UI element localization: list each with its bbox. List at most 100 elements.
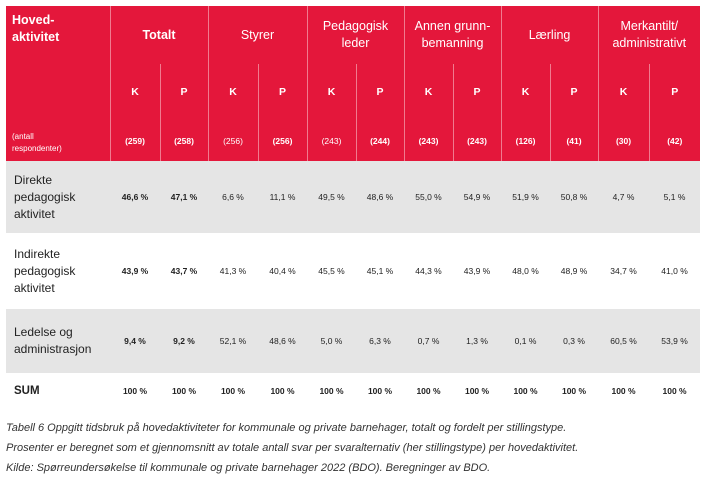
group-label: Merkantilt/ [620, 19, 679, 33]
table-row-sum: SUM 100 % 100 % 100 % 100 % 100 % 100 % … [6, 373, 701, 409]
table-cell: 34,7 % [598, 233, 650, 309]
table-cell: 46,6 % [110, 161, 160, 233]
group-header-pedagogisk-leder: Pedagogisk leder [306, 6, 405, 64]
row-label-line: pedagogisk [14, 189, 76, 204]
table-cell: 51,9 % [501, 161, 551, 233]
table-row: Direkte pedagogisk aktivitet 46,6 % 47,1… [6, 161, 701, 233]
respondent-count: (244) [355, 120, 405, 161]
table-cell: 100 % [404, 373, 454, 409]
row-label: Indirekte pedagogisk aktivitet [6, 233, 110, 309]
respondent-count: (243) [306, 120, 356, 161]
row-label-line: administrasjon [14, 342, 92, 356]
p-label: P [257, 64, 307, 120]
respondent-count: (258) [159, 120, 208, 161]
table-cell: 50,8 % [550, 161, 599, 233]
row-label: Direkte pedagogisk aktivitet [6, 161, 110, 233]
table-row: Ledelse og administrasjon 9,4 % 9,2 % 52… [6, 309, 701, 373]
group-header-laerling: Lærling [500, 6, 599, 64]
respondent-count: (243) [452, 120, 502, 161]
row-label-line: Ledelse og [14, 325, 73, 339]
table-cell: 1,3 % [453, 309, 502, 373]
table-cell: 9,4 % [110, 309, 160, 373]
respondents-label-line1: (antall [12, 132, 34, 141]
row-label-line: Direkte [14, 172, 53, 187]
table-cell: 0,7 % [404, 309, 454, 373]
table-cell: 100 % [598, 373, 650, 409]
respondent-count: (41) [549, 120, 599, 161]
table-cell: 5,0 % [307, 309, 356, 373]
respondent-count: (30) [597, 120, 650, 161]
table-cell: 100 % [258, 373, 307, 409]
row-header-label-line1: Hoved- [12, 13, 55, 27]
table-cell: 100 % [649, 373, 701, 409]
row-label: Ledelse og administrasjon [6, 309, 110, 373]
table-cell: 9,2 % [160, 309, 208, 373]
k-label: K [207, 64, 258, 120]
group-label: Pedagogisk [322, 19, 389, 33]
group-label-line2: administrativt [612, 36, 687, 50]
table-cell: 40,4 % [258, 233, 307, 309]
table-cell: 11,1 % [258, 161, 307, 233]
group-header-styrer: Styrer [207, 6, 307, 64]
group-label: Styrer [240, 27, 275, 42]
group-label: Annen grunn- [414, 19, 491, 33]
respondent-count: (42) [648, 120, 701, 161]
row-label-line: Indirekte [14, 246, 61, 261]
table-cell: 43,9 % [110, 233, 160, 309]
row-header-label: Hoved- aktivitet [6, 6, 110, 64]
table-row: Indirekte pedagogisk aktivitet 43,9 % 43… [6, 233, 701, 309]
table-cell: 6,6 % [208, 161, 258, 233]
table-cell: 100 % [110, 373, 160, 409]
table-cell: 4,7 % [598, 161, 650, 233]
table-cell: 5,1 % [649, 161, 701, 233]
time-use-table: Hoved- aktivitet Totalt Styrer Pedagogis… [6, 6, 701, 409]
table-cell: 100 % [453, 373, 502, 409]
table-cell: 48,0 % [501, 233, 551, 309]
row-label: SUM [6, 373, 110, 409]
table-cell: 100 % [501, 373, 551, 409]
k-label: K [597, 64, 650, 120]
k-label: K [306, 64, 356, 120]
table-cell: 43,9 % [453, 233, 502, 309]
table-cell: 48,9 % [550, 233, 599, 309]
p-label: P [549, 64, 599, 120]
row-header-label-line2: aktivitet [12, 30, 60, 44]
kp-row-blank [6, 64, 110, 120]
respondents-label: (antall respondenter) [6, 120, 110, 161]
table-cell: 48,6 % [356, 161, 405, 233]
caption-line-3: Kilde: Spørreundersøkelse til kommunale … [6, 462, 491, 474]
row-label-line: aktivitet [14, 206, 55, 221]
group-label: Lærling [528, 27, 571, 42]
table-cell: 45,1 % [356, 233, 405, 309]
table-cell: 47,1 % [160, 161, 208, 233]
respondents-row: (antall respondenter) (259) (258) (256) … [6, 120, 701, 161]
table-cell: 100 % [550, 373, 599, 409]
table-cell: 54,9 % [453, 161, 502, 233]
caption-line-2: Prosenter er beregnet som et gjennomsnit… [6, 442, 579, 454]
table-cell: 6,3 % [356, 309, 405, 373]
respondent-count: (256) [207, 120, 258, 161]
group-header-merkantilt: Merkantilt/administrativt [597, 6, 701, 64]
respondent-count: (256) [257, 120, 307, 161]
row-label-line: pedagogisk [14, 263, 76, 278]
table-cell: 53,9 % [649, 309, 701, 373]
k-label: K [403, 64, 454, 120]
table-cell: 41,0 % [649, 233, 701, 309]
respondents-label-line2: respondenter) [12, 144, 62, 153]
k-label: K [109, 64, 160, 120]
p-label: P [648, 64, 701, 120]
table-cell: 49,5 % [307, 161, 356, 233]
k-label: K [500, 64, 551, 120]
table-cell: 0,3 % [550, 309, 599, 373]
group-label: Totalt [142, 27, 176, 42]
caption-line-1: Tabell 6 Oppgitt tidsbruk på hovedaktivi… [6, 422, 567, 434]
table-cell: 41,3 % [208, 233, 258, 309]
table-cell: 100 % [307, 373, 356, 409]
table-cell: 55,0 % [404, 161, 454, 233]
table-cell: 44,3 % [404, 233, 454, 309]
group-header-row: Hoved- aktivitet Totalt Styrer Pedagogis… [6, 6, 701, 64]
table-cell: 0,1 % [501, 309, 551, 373]
table-cell: 100 % [208, 373, 258, 409]
group-header-totalt: Totalt [109, 6, 208, 64]
